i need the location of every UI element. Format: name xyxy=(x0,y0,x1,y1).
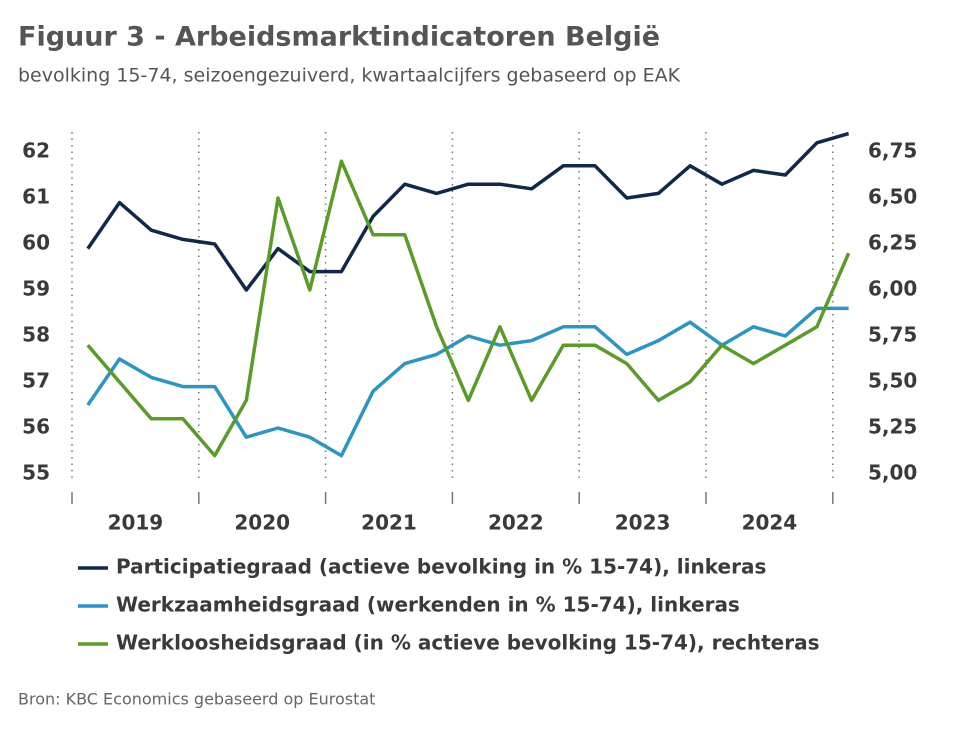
y-tick-label: 60 xyxy=(22,231,50,255)
y-tick-label: 58 xyxy=(22,323,50,347)
x-tick-label: 2022 xyxy=(488,511,544,535)
y2-tick-label: 6,50 xyxy=(868,185,917,209)
y2-tick-label: 6,25 xyxy=(868,231,917,255)
y-tick-label: 62 xyxy=(22,139,50,163)
y-tick-label: 55 xyxy=(22,461,50,485)
y-tick-label: 56 xyxy=(22,415,50,439)
legend-label: Werkzaamheidsgraad (werkenden in % 15-74… xyxy=(116,593,740,617)
chart-title: Figuur 3 - Arbeidsmarktindicatoren Belgi… xyxy=(18,22,660,53)
y2-tick-label: 5,25 xyxy=(868,415,917,439)
x-tick-label: 2020 xyxy=(234,511,290,535)
x-tick-label: 2023 xyxy=(615,511,671,535)
y2-tick-label: 6,00 xyxy=(868,277,917,301)
legend-label: Werkloosheidsgraad (in % actieve bevolki… xyxy=(116,631,820,655)
legend-label: Participatiegraad (actieve bevolking in … xyxy=(116,555,766,579)
y2-tick-label: 5,75 xyxy=(868,323,917,347)
y2-tick-label: 5,00 xyxy=(868,461,917,485)
y2-tick-label: 6,75 xyxy=(868,139,917,163)
series-line xyxy=(86,306,849,458)
series-line xyxy=(86,159,851,458)
y-tick-label: 61 xyxy=(22,185,50,209)
x-tick-label: 2024 xyxy=(742,511,798,535)
series-line xyxy=(86,131,850,292)
x-tick-label: 2019 xyxy=(108,511,164,535)
chart-subtitle: bevolking 15-74, seizoengezuiverd, kwart… xyxy=(18,65,681,87)
y2-tick-label: 5,50 xyxy=(868,369,917,393)
x-tick-label: 2021 xyxy=(361,511,417,535)
source: Bron: KBC Economics gebaseerd op Eurosta… xyxy=(18,690,375,709)
y-tick-label: 57 xyxy=(22,369,50,393)
y-tick-label: 59 xyxy=(22,277,50,301)
